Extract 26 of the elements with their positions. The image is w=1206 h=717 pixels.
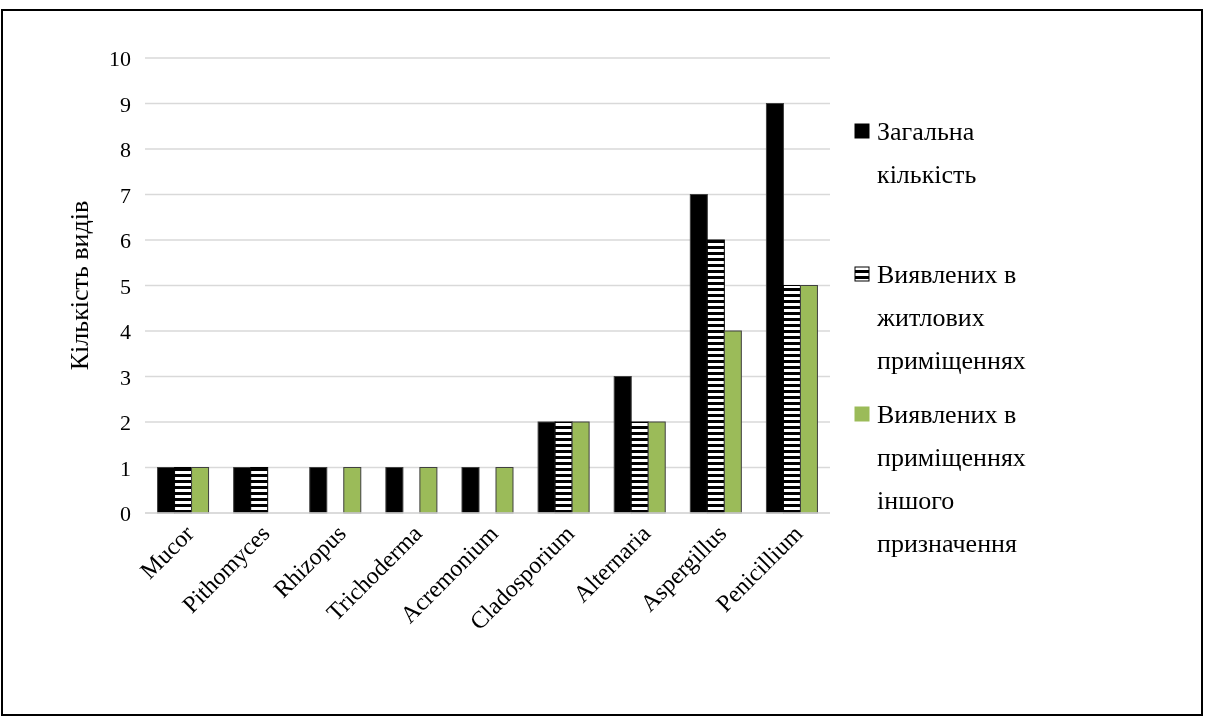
bar xyxy=(799,285,818,514)
bar xyxy=(461,467,480,514)
y-tick-label: 9 xyxy=(120,91,131,117)
bar xyxy=(343,467,362,514)
legend-label: Виявлених в житлових приміщеннях xyxy=(876,260,1026,375)
y-tick-label: 0 xyxy=(120,501,131,526)
y-tick-label: 7 xyxy=(120,182,131,208)
y-tick-label: 1 xyxy=(120,455,131,481)
bar xyxy=(647,421,666,514)
bar xyxy=(309,467,328,514)
y-axis-title: Кількість видів xyxy=(65,200,94,371)
bar xyxy=(723,330,742,514)
bar xyxy=(191,467,210,514)
y-tick-label: 4 xyxy=(120,319,131,344)
y-tick-label: 8 xyxy=(120,137,131,162)
y-tick-label: 5 xyxy=(120,273,131,299)
bar xyxy=(385,467,404,514)
legend-label: Загальна кількість xyxy=(877,117,977,189)
bar xyxy=(495,467,514,514)
bar xyxy=(571,421,590,514)
y-tick-label: 10 xyxy=(109,46,131,71)
bar xyxy=(419,467,438,514)
y-tick-label: 2 xyxy=(120,410,131,435)
y-tick-label: 6 xyxy=(120,228,131,253)
y-tick-label: 3 xyxy=(120,364,131,390)
legend-label: Виявлених в приміщеннях іншого призначення xyxy=(877,400,1026,558)
